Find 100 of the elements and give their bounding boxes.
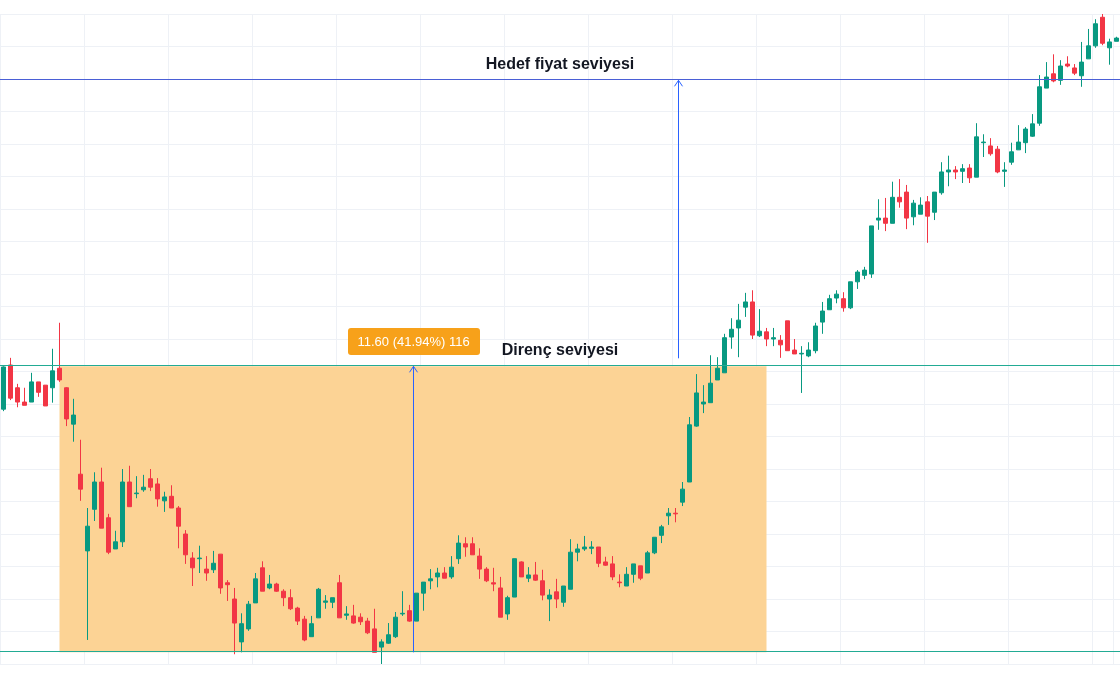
candlestick <box>169 484 174 509</box>
candlestick <box>841 291 846 313</box>
candlestick <box>64 386 69 427</box>
candlestick <box>1016 124 1021 151</box>
candlestick <box>393 611 398 639</box>
candlestick <box>652 536 657 555</box>
candlestick <box>561 585 566 608</box>
candlestick <box>484 566 489 583</box>
candlestick <box>771 327 776 347</box>
candlestick <box>183 529 188 565</box>
candlestick <box>295 606 300 626</box>
candlestick <box>463 536 468 558</box>
candlestick <box>792 338 797 355</box>
candlestick <box>834 289 839 304</box>
candlestick <box>134 475 139 499</box>
candlestick <box>288 588 293 611</box>
candlestick <box>1009 142 1014 166</box>
candlestick <box>589 540 594 555</box>
candlestick <box>666 507 671 526</box>
candlestick <box>708 354 713 404</box>
candlestick <box>120 468 125 548</box>
candlestick <box>512 558 517 598</box>
candlestick <box>1093 18 1098 49</box>
candlestick <box>253 572 258 604</box>
candlestick <box>687 416 692 483</box>
candlestick <box>491 567 496 592</box>
candlestick <box>309 615 314 638</box>
candlestick <box>1051 53 1056 83</box>
candlestick <box>85 507 90 641</box>
candlestick <box>505 595 510 621</box>
candlestick <box>302 615 307 642</box>
candlestick <box>99 467 104 529</box>
candlestick <box>869 225 874 279</box>
candlestick <box>638 565 643 581</box>
candlestick <box>57 322 62 383</box>
candlestick <box>71 398 76 443</box>
candlestick <box>176 505 181 549</box>
candlestick <box>1058 59 1063 86</box>
candlestick <box>876 198 881 231</box>
candlestick <box>344 605 349 621</box>
candlestick <box>918 196 923 215</box>
candlestick <box>498 576 503 618</box>
candlestick <box>925 195 930 244</box>
candlestick <box>113 530 118 550</box>
candlestick <box>575 543 580 562</box>
candlestick <box>267 574 272 590</box>
candlestick <box>603 556 608 567</box>
candlestick <box>29 372 34 403</box>
candlestick <box>519 560 524 578</box>
candlestick <box>470 536 475 556</box>
candlestick <box>190 551 195 587</box>
candlestick <box>477 547 482 580</box>
candlestick <box>442 566 447 579</box>
candlestick <box>281 588 286 607</box>
candlestick <box>939 161 944 196</box>
candlestick <box>960 163 965 184</box>
candlestick <box>694 373 699 428</box>
candlestick <box>78 439 83 502</box>
candlestick <box>890 181 895 224</box>
candlestick <box>36 381 41 398</box>
candlestick <box>8 357 13 401</box>
candlestick <box>701 384 706 414</box>
candlestick <box>260 560 265 592</box>
candlestick <box>456 534 461 565</box>
candlestick <box>750 289 755 340</box>
candlestick <box>932 191 937 221</box>
candlestick <box>757 308 762 338</box>
ref-line-label: Hedef fiyat seviyesi <box>485 54 635 72</box>
candlestick <box>407 604 412 623</box>
candlestick <box>1114 36 1119 42</box>
annotation: 11.60 (41.94%) 116 <box>347 328 480 356</box>
candlestick <box>218 553 223 595</box>
candlestick <box>526 566 531 583</box>
candlestick <box>246 600 251 632</box>
candlestick <box>337 574 342 619</box>
candlestick <box>197 545 202 574</box>
candlestick <box>92 471 97 522</box>
candlestick <box>680 481 685 507</box>
candlestick <box>22 387 27 406</box>
candlestick <box>946 155 951 187</box>
candlestick <box>127 465 132 508</box>
candlestick <box>1044 61 1049 89</box>
candlestick <box>351 604 356 625</box>
candlestick <box>1086 28 1091 60</box>
candlestick <box>428 568 433 590</box>
candlestick <box>813 322 818 354</box>
candlestick <box>596 546 601 568</box>
candlestick <box>365 617 370 635</box>
candlestick <box>358 612 363 626</box>
candlestick <box>148 468 153 492</box>
candlestick <box>155 477 160 508</box>
candlestick <box>974 122 979 178</box>
candlestick <box>204 555 209 582</box>
candlestick <box>897 178 902 209</box>
candlestick <box>1037 74 1042 127</box>
candlestick <box>673 507 678 523</box>
candlestick <box>162 491 167 513</box>
candlestick <box>232 587 237 655</box>
candlestick <box>883 197 888 232</box>
candlestick <box>778 334 783 359</box>
